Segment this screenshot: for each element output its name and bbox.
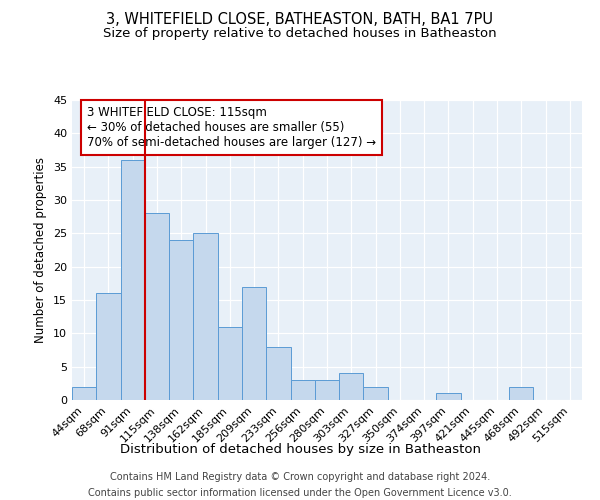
Text: Size of property relative to detached houses in Batheaston: Size of property relative to detached ho… (103, 28, 497, 40)
Text: Distribution of detached houses by size in Batheaston: Distribution of detached houses by size … (119, 442, 481, 456)
Bar (315, 380, 339, 400)
Bar (72, 386, 96, 400)
Bar (242, 286, 266, 400)
Text: 3 WHITEFIELD CLOSE: 115sqm
← 30% of detached houses are smaller (55)
70% of semi: 3 WHITEFIELD CLOSE: 115sqm ← 30% of deta… (88, 106, 376, 149)
Bar (96, 294, 121, 400)
Bar (290, 380, 315, 400)
Bar (436, 394, 461, 400)
Text: Contains public sector information licensed under the Open Government Licence v3: Contains public sector information licen… (88, 488, 512, 498)
Bar (193, 234, 218, 400)
Bar (266, 346, 290, 400)
Text: Contains HM Land Registry data © Crown copyright and database right 2024.: Contains HM Land Registry data © Crown c… (110, 472, 490, 482)
Bar (121, 160, 145, 400)
Bar (339, 374, 364, 400)
Bar (509, 386, 533, 400)
Bar (218, 326, 242, 400)
Bar (145, 214, 169, 400)
Bar (364, 386, 388, 400)
Y-axis label: Number of detached properties: Number of detached properties (34, 157, 47, 343)
Text: 3, WHITEFIELD CLOSE, BATHEASTON, BATH, BA1 7PU: 3, WHITEFIELD CLOSE, BATHEASTON, BATH, B… (107, 12, 493, 28)
Bar (169, 240, 193, 400)
